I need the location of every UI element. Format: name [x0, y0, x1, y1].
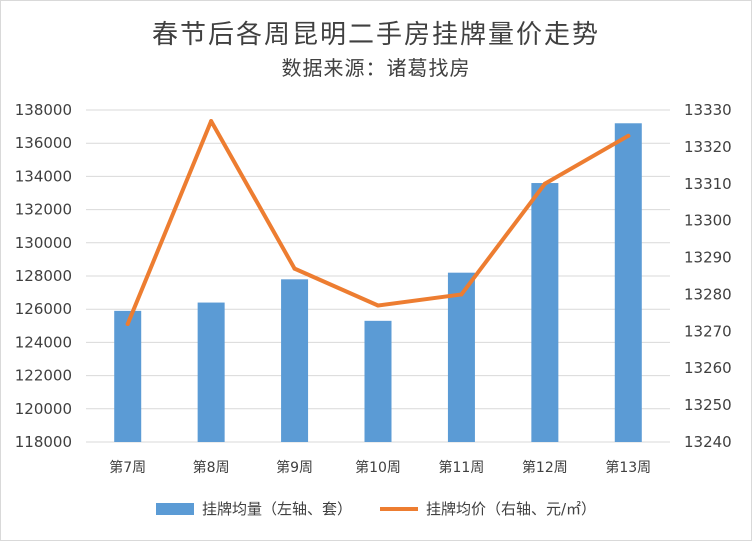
legend: 挂牌均量（左轴、套） 挂牌均价（右轴、元/㎡）	[0, 498, 752, 519]
category-label: 第11周	[439, 459, 485, 476]
line-point	[626, 133, 631, 138]
legend-bar-label: 挂牌均量（左轴、套）	[201, 500, 352, 518]
left-axis: 118000 120000 122000 124000 126000 128000 1300…	[15, 101, 72, 451]
legend-bar-swatch	[155, 502, 194, 515]
legend-line-swatch	[379, 506, 418, 511]
right-tick-label: 13260	[684, 359, 732, 377]
bar	[281, 279, 309, 442]
right-tick-label: 13250	[684, 396, 732, 414]
right-tick-label: 13300	[684, 212, 732, 230]
right-tick-label: 13280	[684, 285, 732, 303]
line-series	[125, 119, 631, 326]
right-tick-label: 13290	[684, 249, 732, 267]
chart-title: 春节后各周昆明二手房挂牌量价走势	[151, 20, 600, 50]
line-point	[209, 119, 214, 124]
left-tick-label: 120000	[15, 400, 72, 418]
category-label: 第13周	[605, 459, 651, 476]
legend-item-line: 挂牌均价（右轴、元/㎡）	[379, 498, 597, 519]
right-tick-label: 13330	[684, 101, 732, 119]
left-tick-label: 136000	[15, 134, 72, 152]
left-tick-label: 130000	[15, 234, 72, 252]
right-tick-label: 13310	[684, 175, 732, 193]
left-tick-label: 134000	[15, 167, 72, 185]
legend-item-bar: 挂牌均量（左轴、套）	[155, 498, 352, 519]
left-tick-label: 118000	[15, 433, 72, 451]
category-label: 第9周	[276, 459, 313, 476]
category-axis: 第7周 第8周 第9周 第10周 第11周 第12周 第13周	[109, 459, 651, 476]
line-point	[542, 181, 547, 186]
left-tick-label: 124000	[15, 333, 72, 351]
bar	[114, 310, 142, 442]
legend-line-label: 挂牌均价（右轴、元/㎡）	[425, 500, 597, 518]
bar	[364, 320, 392, 442]
left-tick-label: 138000	[15, 101, 72, 119]
line-point	[125, 321, 130, 326]
category-label: 第10周	[355, 459, 401, 476]
right-axis: 13240 13250 13260 13270 13280 13290 13300 13310…	[684, 101, 732, 451]
left-tick-label: 122000	[15, 367, 72, 385]
right-tick-label: 13320	[684, 138, 732, 156]
bar-series	[114, 123, 642, 443]
bar	[447, 272, 475, 442]
right-tick-label: 13240	[684, 433, 732, 451]
left-tick-label: 132000	[15, 201, 72, 219]
left-tick-label: 128000	[15, 267, 72, 285]
right-tick-label: 13270	[684, 322, 732, 340]
category-label: 第12周	[522, 459, 568, 476]
left-tick-label: 126000	[15, 300, 72, 318]
category-label: 第7周	[109, 459, 146, 476]
line-point	[376, 303, 380, 308]
chart-subtitle: 数据来源：诸葛找房	[281, 56, 471, 80]
bar	[197, 302, 225, 442]
category-label: 第8周	[193, 459, 230, 476]
line-point	[459, 292, 464, 297]
line-point	[292, 266, 297, 271]
bar	[531, 183, 559, 443]
bar	[614, 123, 642, 442]
